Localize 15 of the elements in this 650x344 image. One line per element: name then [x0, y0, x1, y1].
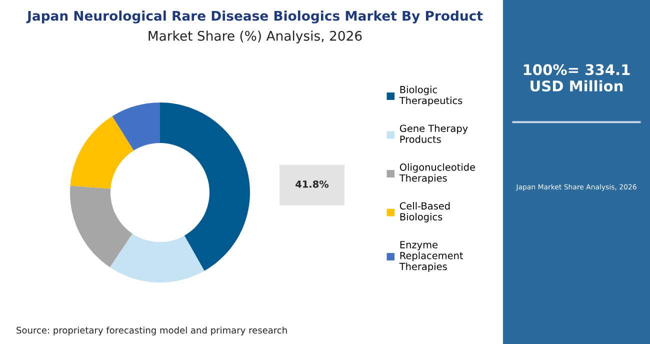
chart-subtitle: Market Share (%) Analysis, 2026 [148, 30, 362, 44]
source-note: Source: proprietary forecasting model and primary research [16, 326, 287, 336]
text: 100%= 334.1 USD Million [524, 64, 630, 92]
legend-label: Enzyme Replacement Therapies [399, 241, 464, 272]
chart-title: Japan Neurological Rare Disease Biologics Market By Product [26, 10, 483, 24]
legend-label: Oligonucleotide Therapies [399, 163, 476, 184]
donut-slice [110, 234, 204, 282]
donut-slice [70, 186, 132, 268]
legend-label: Gene Therapy Products [400, 124, 468, 143]
data-label: 41.8% [296, 180, 329, 188]
legend-label: Biologic Therapeutics [399, 86, 462, 106]
donut-slice [160, 102, 250, 271]
donut-slice [70, 116, 134, 189]
legend-label: Cell-Based Biologics [400, 202, 450, 222]
donut-slice [112, 102, 160, 151]
